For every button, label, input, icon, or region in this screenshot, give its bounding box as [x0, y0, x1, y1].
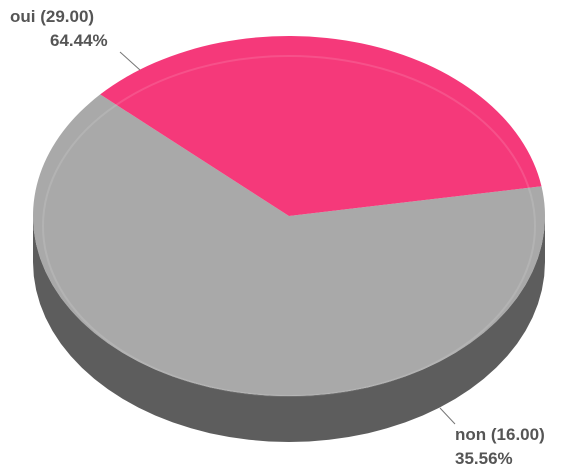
pie-highlight — [42, 55, 536, 397]
pie-side — [33, 216, 545, 442]
pie-slice — [100, 35, 542, 216]
slice-label: non (16.00) — [455, 425, 545, 444]
slice-percent: 35.56% — [455, 449, 513, 468]
pie-slice — [33, 94, 545, 396]
label-line — [119, 51, 141, 71]
label-line — [439, 407, 456, 425]
slice-percent: 64.44% — [50, 31, 108, 50]
slice-label: oui (29.00) — [10, 7, 94, 26]
